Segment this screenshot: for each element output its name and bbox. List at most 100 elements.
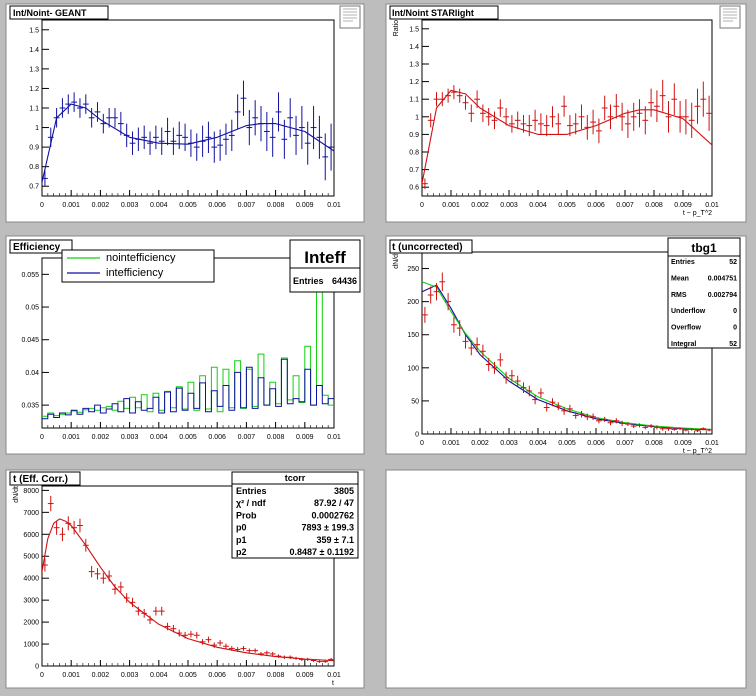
x-tick-label: 0.005 bbox=[179, 672, 197, 679]
pad-corner-icon[interactable] bbox=[719, 5, 741, 29]
x-tick-label: 0.003 bbox=[500, 440, 518, 447]
y-tick-label: 0.04 bbox=[25, 370, 39, 377]
fit-curve bbox=[422, 89, 712, 184]
stat-row-name: Prob bbox=[236, 510, 257, 520]
stat-row-name: Overflow bbox=[671, 325, 702, 332]
y-axis-title: dN/dt bbox=[13, 486, 20, 503]
y-tick-label: 4000 bbox=[23, 576, 39, 583]
x-tick-label: 0.006 bbox=[587, 202, 605, 209]
plot-frame bbox=[421, 19, 713, 197]
data-point bbox=[607, 104, 614, 130]
data-point bbox=[613, 418, 620, 424]
data-point bbox=[77, 98, 83, 118]
data-point bbox=[462, 95, 469, 110]
data-point bbox=[456, 320, 463, 337]
data-point bbox=[47, 495, 54, 512]
stat-box: tbg1 Entries 52 Mean 0.004751 RMS 0.002794 Und… bbox=[667, 237, 741, 349]
x-tick-label: 0 bbox=[420, 440, 424, 447]
data-point bbox=[694, 88, 701, 124]
data-point bbox=[94, 568, 101, 580]
y-axis-title: Ratio bbox=[393, 20, 400, 36]
stat-row-value: 3805 bbox=[334, 486, 354, 496]
y-tick-label: 8000 bbox=[23, 488, 39, 495]
y-axis-title: dN/dt bbox=[393, 252, 400, 269]
pad-title: t (Eff. Corr.) bbox=[13, 474, 68, 485]
pad-title-box bbox=[389, 5, 499, 20]
data-point bbox=[665, 100, 672, 133]
pad-int-noint-starlight[interactable]: 0 0.001 0.002 0.003 0.004 0.005 0.006 0.007 0.00… bbox=[385, 3, 747, 223]
data-point bbox=[694, 429, 701, 433]
stat-row-name: χ² / ndf bbox=[236, 498, 267, 508]
x-tick-label: 0.007 bbox=[616, 202, 634, 209]
plot-area bbox=[42, 495, 334, 663]
data-point bbox=[572, 113, 579, 135]
data-point bbox=[630, 102, 637, 131]
x-tick-label: 0 bbox=[40, 202, 44, 209]
data-point bbox=[158, 127, 165, 155]
legend-label: intefficiency bbox=[106, 267, 164, 279]
stat-box-title: tcorr bbox=[285, 473, 306, 483]
x-tick-label: 0.006 bbox=[208, 202, 226, 209]
x-tick-label: 0.001 bbox=[62, 434, 80, 441]
y-tick-label: 1.1 bbox=[29, 106, 39, 113]
y-tick-label: 250 bbox=[407, 266, 419, 273]
data-point bbox=[88, 108, 95, 128]
pad-int-noint-geant[interactable]: 0 0.001 0.002 0.003 0.004 0.005 0.006 0.007 0.00… bbox=[5, 3, 365, 223]
data-point bbox=[252, 100, 259, 136]
stat-row-name: p2 bbox=[236, 547, 247, 557]
stat-box-title: tbg1 bbox=[691, 241, 717, 255]
data-point bbox=[491, 361, 498, 374]
data-point bbox=[526, 115, 533, 137]
data-point bbox=[77, 518, 83, 533]
data-point bbox=[246, 648, 253, 653]
stat-box: tcorr Entries 3805 χ² / ndf 87.92 / 47 Prob 0… bbox=[231, 471, 359, 559]
data-point bbox=[514, 375, 521, 387]
pad-efficiency[interactable]: 0 0.001 0.002 0.003 0.004 0.005 0.006 0.007 0.00… bbox=[5, 235, 365, 455]
data-point bbox=[584, 413, 591, 421]
data-point bbox=[193, 133, 200, 161]
histogram-intefficiency bbox=[42, 358, 334, 420]
stat-row-name: Entries bbox=[293, 276, 324, 286]
pad-t-eff-corr[interactable]: 0 0.001 0.002 0.003 0.004 0.005 0.006 0.007 0.00… bbox=[5, 469, 365, 689]
data-point bbox=[497, 99, 504, 117]
data-point bbox=[625, 109, 631, 138]
data-point bbox=[497, 353, 504, 367]
x-tick-label: 0.008 bbox=[267, 434, 285, 441]
data-point bbox=[532, 394, 538, 405]
data-point bbox=[688, 428, 695, 431]
data-point bbox=[665, 426, 672, 431]
y-tick-label: 0.055 bbox=[21, 272, 39, 279]
y-tick-label: 5000 bbox=[23, 554, 39, 561]
data-point bbox=[129, 597, 136, 607]
pad-t-uncorrected[interactable]: 0 0.001 0.002 0.003 0.004 0.005 0.006 0.007 0.00… bbox=[385, 235, 747, 455]
data-point bbox=[129, 131, 136, 155]
data-point bbox=[706, 95, 712, 131]
data-point bbox=[538, 388, 544, 398]
data-point bbox=[456, 88, 463, 103]
data-point bbox=[141, 125, 148, 150]
pad-corner-icon[interactable] bbox=[339, 5, 361, 29]
data-point bbox=[503, 108, 509, 126]
pad-frame bbox=[385, 469, 747, 689]
pad-title-box bbox=[9, 5, 109, 20]
x-tick-label: 0.002 bbox=[471, 440, 489, 447]
data-point bbox=[567, 404, 573, 413]
data-point bbox=[176, 121, 183, 150]
data-point bbox=[543, 115, 550, 137]
data-point bbox=[590, 109, 596, 135]
y-tick-label: 1.4 bbox=[29, 47, 39, 54]
data-point bbox=[211, 131, 218, 163]
x-tick-label: 0.007 bbox=[616, 440, 634, 447]
data-point bbox=[316, 660, 323, 663]
data-point bbox=[485, 108, 492, 126]
pad-empty[interactable] bbox=[385, 469, 747, 689]
y-tick-label: 200 bbox=[407, 299, 419, 306]
stat-row-name: Underflow bbox=[671, 308, 706, 315]
x-tick-label: 0.01 bbox=[327, 202, 341, 209]
y-tick-label: 0.7 bbox=[29, 184, 39, 191]
x-axis-title: t ~ p_T^2 bbox=[683, 448, 712, 455]
data-point bbox=[619, 420, 625, 427]
data-point bbox=[205, 121, 212, 153]
legend-label: nointefficiency bbox=[106, 252, 176, 264]
data-point bbox=[509, 369, 515, 382]
